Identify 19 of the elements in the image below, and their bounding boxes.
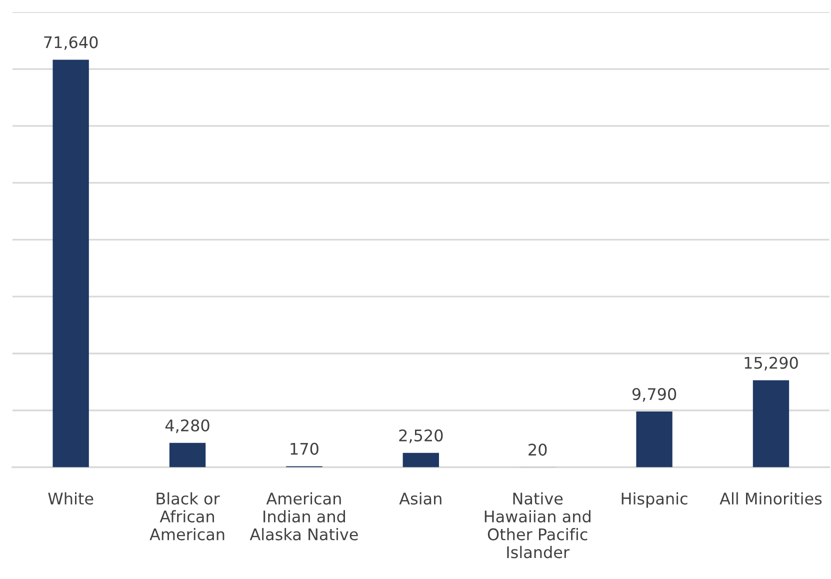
data-label: 71,640 xyxy=(44,36,98,50)
data-label: 9,790 xyxy=(632,388,676,402)
x-tick-label: Native Hawaiian and Other Pacific Islander xyxy=(484,492,590,558)
bar xyxy=(636,412,672,468)
data-label: 170 xyxy=(290,442,318,455)
bar xyxy=(402,452,439,468)
data-label: 20 xyxy=(528,444,547,456)
x-tick-label: American Indian and Alaska Native xyxy=(250,492,358,540)
x-tick-label: Hispanic xyxy=(622,492,688,508)
bar xyxy=(169,442,206,468)
data-label: 2,520 xyxy=(399,429,443,444)
x-tick-label: Black or African American xyxy=(150,492,224,540)
x-tick-label: All Minorities xyxy=(720,492,822,505)
x-tick-label: Asian xyxy=(399,492,442,505)
data-label: 4,280 xyxy=(165,419,210,434)
bar xyxy=(752,380,790,468)
bar xyxy=(52,60,89,468)
data-label: 15,290 xyxy=(744,356,798,370)
x-tick-label: White xyxy=(48,492,94,505)
